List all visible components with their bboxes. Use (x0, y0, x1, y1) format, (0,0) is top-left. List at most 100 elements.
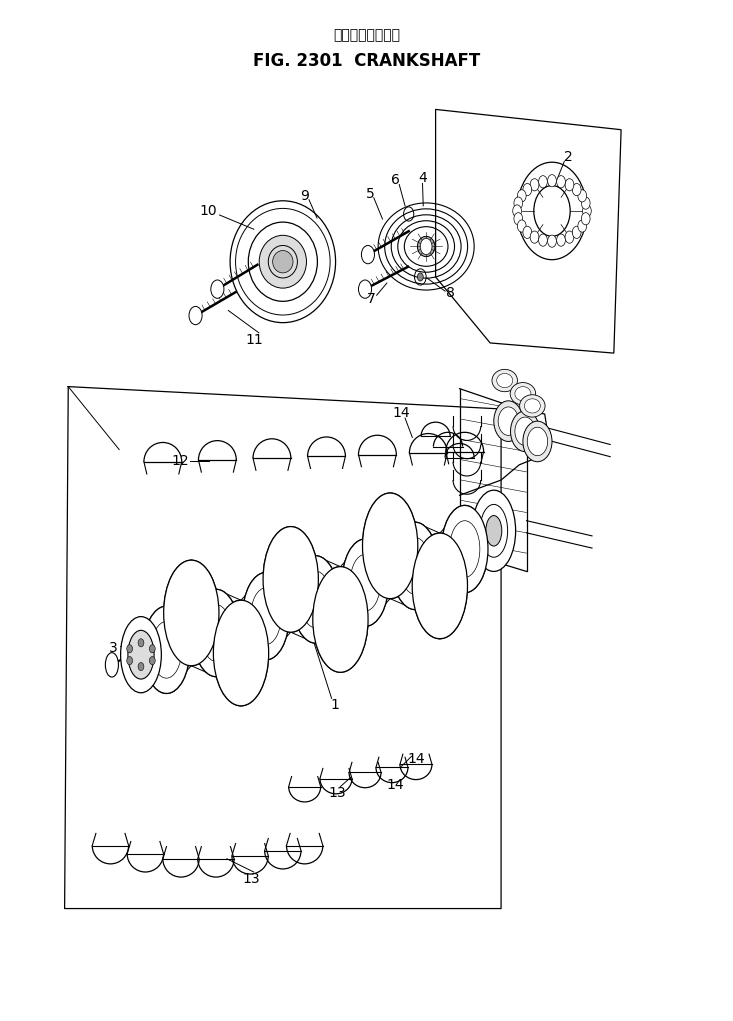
Circle shape (514, 197, 523, 209)
Circle shape (530, 231, 539, 243)
Text: 9: 9 (301, 189, 309, 203)
Text: FIG. 2301  CRANKSHAFT: FIG. 2301 CRANKSHAFT (253, 51, 480, 69)
Text: 13: 13 (328, 786, 346, 799)
Ellipse shape (163, 561, 219, 666)
Circle shape (420, 238, 432, 254)
Ellipse shape (472, 490, 515, 572)
Ellipse shape (417, 236, 435, 256)
Ellipse shape (524, 399, 540, 414)
Text: 8: 8 (446, 286, 455, 300)
Text: 4: 4 (418, 172, 427, 186)
Circle shape (517, 220, 526, 232)
Circle shape (578, 220, 586, 232)
Circle shape (515, 418, 535, 445)
Ellipse shape (243, 573, 289, 660)
Circle shape (512, 205, 521, 217)
Ellipse shape (263, 527, 318, 632)
Circle shape (361, 245, 375, 263)
Circle shape (150, 657, 155, 665)
Circle shape (358, 280, 372, 298)
Ellipse shape (263, 527, 318, 632)
Circle shape (539, 234, 548, 246)
Ellipse shape (486, 516, 502, 546)
Ellipse shape (121, 617, 161, 693)
Ellipse shape (441, 505, 488, 593)
Ellipse shape (243, 573, 289, 660)
Circle shape (494, 401, 523, 441)
Text: 14: 14 (393, 406, 410, 420)
Ellipse shape (363, 493, 418, 598)
Circle shape (523, 184, 531, 196)
Ellipse shape (342, 539, 388, 626)
Circle shape (417, 273, 423, 281)
Ellipse shape (213, 600, 269, 706)
Text: 10: 10 (200, 204, 218, 217)
Ellipse shape (342, 539, 388, 626)
Circle shape (498, 407, 518, 435)
Circle shape (211, 280, 224, 298)
Ellipse shape (193, 589, 240, 677)
Ellipse shape (492, 370, 517, 392)
Text: 14: 14 (407, 752, 425, 767)
Ellipse shape (412, 533, 468, 639)
Ellipse shape (510, 383, 536, 405)
Circle shape (189, 306, 202, 325)
Circle shape (514, 212, 523, 225)
Circle shape (565, 179, 574, 191)
Circle shape (517, 190, 526, 202)
Ellipse shape (163, 561, 219, 666)
Circle shape (578, 190, 586, 202)
Ellipse shape (128, 630, 154, 679)
Ellipse shape (441, 505, 488, 593)
Circle shape (548, 235, 556, 247)
Circle shape (572, 227, 581, 239)
Text: 13: 13 (243, 872, 260, 886)
Ellipse shape (497, 374, 512, 388)
Ellipse shape (193, 589, 240, 677)
Ellipse shape (391, 522, 438, 610)
Ellipse shape (106, 652, 119, 677)
Circle shape (539, 176, 548, 188)
Text: クランクシャフト: クランクシャフト (333, 29, 400, 42)
Ellipse shape (313, 567, 368, 672)
Circle shape (548, 175, 556, 187)
Ellipse shape (292, 555, 339, 643)
Circle shape (583, 205, 592, 217)
Circle shape (150, 644, 155, 652)
Circle shape (556, 234, 565, 246)
Text: 1: 1 (330, 698, 339, 713)
Ellipse shape (313, 567, 368, 672)
Circle shape (527, 427, 548, 455)
Text: 5: 5 (366, 187, 375, 201)
Ellipse shape (412, 533, 468, 639)
Text: 12: 12 (172, 453, 189, 468)
Text: 7: 7 (367, 292, 376, 306)
Ellipse shape (363, 493, 418, 598)
Circle shape (127, 657, 133, 665)
Ellipse shape (143, 606, 190, 693)
Circle shape (581, 197, 590, 209)
Circle shape (523, 421, 552, 461)
Text: 6: 6 (391, 174, 400, 188)
Ellipse shape (515, 387, 531, 401)
Ellipse shape (259, 235, 306, 288)
Text: 14: 14 (387, 778, 405, 791)
Circle shape (556, 176, 565, 188)
Ellipse shape (213, 600, 269, 706)
Text: 2: 2 (564, 150, 573, 164)
Circle shape (530, 179, 539, 191)
Circle shape (581, 212, 590, 225)
Ellipse shape (143, 606, 190, 693)
Ellipse shape (292, 555, 339, 643)
Ellipse shape (273, 250, 293, 273)
Circle shape (523, 227, 531, 239)
Circle shape (127, 644, 133, 652)
Circle shape (510, 411, 539, 451)
Circle shape (565, 231, 574, 243)
Text: 3: 3 (109, 640, 118, 654)
Circle shape (572, 184, 581, 196)
Ellipse shape (391, 522, 438, 610)
Text: 11: 11 (246, 333, 263, 347)
Circle shape (138, 639, 144, 647)
Circle shape (138, 663, 144, 671)
